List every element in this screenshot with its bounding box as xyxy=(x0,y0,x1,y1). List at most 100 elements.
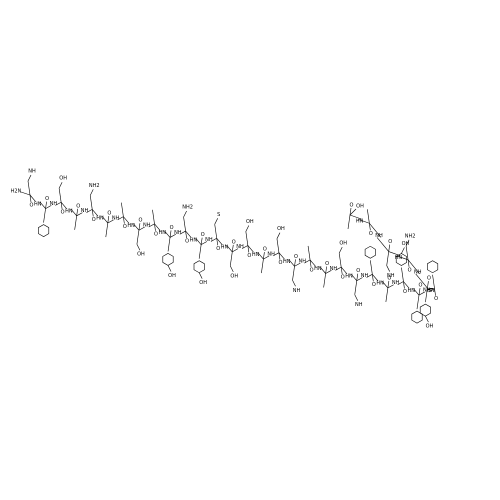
double-bond xyxy=(427,281,429,289)
side-bond xyxy=(121,202,124,217)
bond xyxy=(226,244,233,253)
bond xyxy=(232,248,239,253)
amide-label: HN xyxy=(159,230,167,236)
bond xyxy=(154,223,161,231)
side-bond xyxy=(425,315,429,323)
side-bond xyxy=(74,215,77,230)
carbonyl-label: O xyxy=(403,289,407,295)
amide-label: NH xyxy=(375,233,383,239)
bond xyxy=(319,266,326,274)
side-bond xyxy=(401,247,405,254)
amide-label: HN xyxy=(407,288,415,294)
bond xyxy=(349,214,362,220)
double-bond xyxy=(372,274,374,282)
bond xyxy=(210,238,217,242)
side-label: OH xyxy=(199,280,207,286)
side-bond xyxy=(276,232,281,239)
bond xyxy=(335,266,342,271)
side-bond xyxy=(367,209,370,224)
aromatic-ring xyxy=(193,260,205,274)
carbonyl-label: O xyxy=(232,239,236,245)
double-bond xyxy=(91,209,94,217)
aromatic-ring xyxy=(162,253,174,266)
double-bond xyxy=(60,202,63,210)
side-bond xyxy=(385,287,389,302)
carbonyl-label: O xyxy=(388,239,392,245)
side-bond xyxy=(425,288,428,303)
double-bond xyxy=(325,266,327,274)
double-bond xyxy=(247,245,250,253)
carbonyl-label: O xyxy=(278,260,282,266)
amide-label: HN xyxy=(65,209,73,215)
bond xyxy=(92,209,99,217)
double-bond xyxy=(138,223,141,231)
amide-label: NH xyxy=(361,273,369,279)
bond xyxy=(304,259,311,264)
carbonyl-label: O xyxy=(372,282,376,288)
side-bond xyxy=(261,259,264,274)
side-bond xyxy=(89,195,93,210)
bond xyxy=(123,216,130,224)
side-bond xyxy=(198,244,202,259)
side-bond xyxy=(229,251,233,266)
bond xyxy=(195,237,202,245)
double-bond xyxy=(231,244,234,252)
side-bond xyxy=(167,237,171,252)
double-bond xyxy=(263,252,265,260)
bond xyxy=(387,284,394,289)
bond xyxy=(349,208,357,216)
amide-label: NH xyxy=(414,269,422,275)
bond xyxy=(263,255,270,260)
bond xyxy=(257,252,264,260)
carbonyl-label: O xyxy=(263,247,267,253)
aromatic-ring xyxy=(38,224,50,237)
carbonyl-label: O xyxy=(92,217,96,223)
side-label: NH xyxy=(28,169,36,175)
side-label: NH xyxy=(387,273,395,279)
bond xyxy=(428,288,435,293)
side-bond xyxy=(401,267,404,282)
bond xyxy=(201,241,208,245)
side-bond xyxy=(386,265,390,272)
carbonyl-label: O xyxy=(356,268,360,274)
bond xyxy=(376,237,389,252)
side-bond xyxy=(136,230,140,245)
side-label: OH xyxy=(230,273,238,279)
bond xyxy=(418,291,425,296)
bond xyxy=(407,259,420,275)
double-bond xyxy=(340,267,343,275)
amide-label: NH xyxy=(205,237,213,243)
double-bond xyxy=(29,194,32,203)
bond xyxy=(216,238,223,246)
side-bond xyxy=(338,246,343,254)
carbonyl-label: O xyxy=(387,275,391,281)
side-label: OH xyxy=(59,176,67,182)
bond xyxy=(350,273,357,281)
amide-label: NH xyxy=(50,201,58,207)
amide-label: HN xyxy=(221,245,229,251)
aromatic-ring xyxy=(364,245,376,259)
bond xyxy=(148,223,155,228)
double-bond xyxy=(107,215,110,224)
carbonyl-label: O xyxy=(123,224,127,230)
double-bond xyxy=(434,288,436,296)
bond xyxy=(70,208,77,217)
bond xyxy=(241,245,248,249)
carbonyl-label: O xyxy=(138,218,142,224)
side-label: NH2 xyxy=(89,183,100,189)
amide-label: NH xyxy=(236,244,244,250)
carbonyl-label: O xyxy=(419,283,423,289)
bond xyxy=(55,201,62,206)
double-bond xyxy=(294,259,296,267)
n-terminus: H2N xyxy=(11,189,22,195)
side-bond xyxy=(354,280,358,295)
amide-label: HN xyxy=(34,201,42,207)
double-bond xyxy=(387,280,390,288)
amide-label: HN xyxy=(252,252,260,258)
double-bond xyxy=(76,208,78,216)
amide-label: HN xyxy=(356,219,364,225)
amide-label: HN xyxy=(345,273,353,279)
carbonyl-label: O xyxy=(45,196,49,202)
bond xyxy=(396,255,409,261)
bond xyxy=(415,273,428,289)
